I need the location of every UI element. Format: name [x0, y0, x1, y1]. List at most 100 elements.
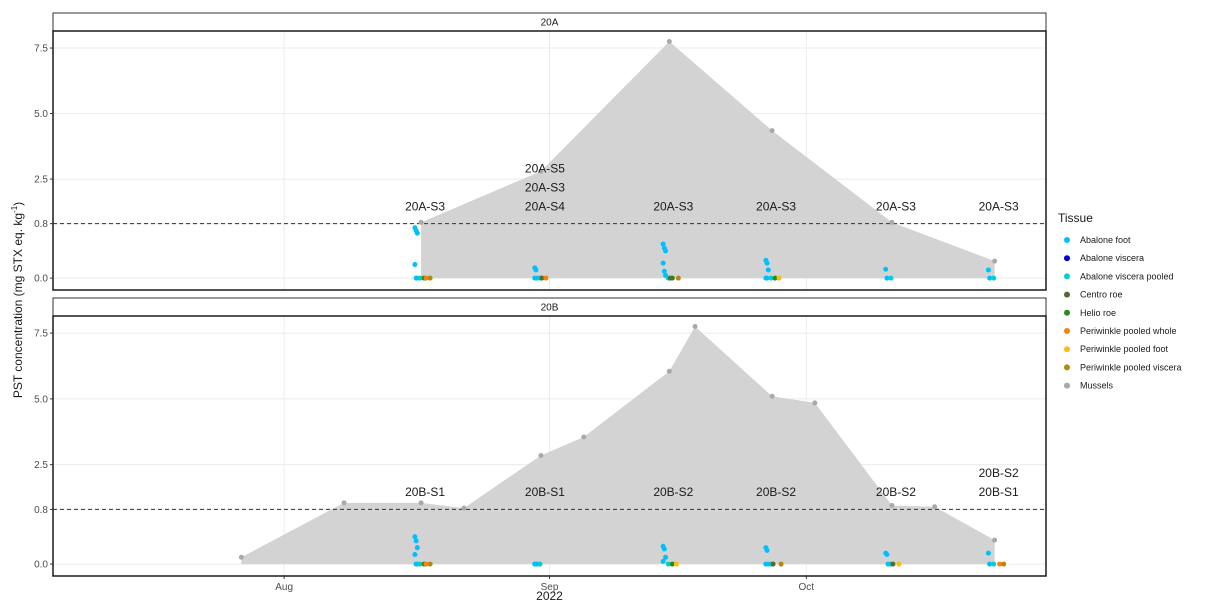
tissue-point [764, 275, 770, 281]
tissue-point [543, 275, 549, 281]
site-label: 20A-S3 [876, 200, 916, 214]
mussels-point [461, 505, 467, 511]
y-axis-title-superscript: -1 [10, 205, 19, 213]
tissue-point [661, 546, 667, 552]
tissue-point [660, 260, 666, 266]
mussels-point [666, 38, 672, 44]
tissue-point [888, 275, 894, 281]
legend-item-label: Abalone viscera [1080, 253, 1144, 263]
y-tick-label: 0.0 [34, 560, 48, 571]
tissue-point [427, 275, 433, 281]
y-axis-title-main: PST concentration (mg STX eq. kg [11, 213, 25, 398]
tissue-point [987, 275, 993, 281]
tissue-point [1001, 561, 1007, 567]
tissue-point [987, 561, 993, 567]
legend-item-label: Abalone foot [1080, 235, 1131, 245]
tissue-point [427, 561, 433, 567]
mussels-point [769, 128, 775, 134]
site-label: 20A-S3 [756, 200, 796, 214]
site-label: 20A-S3 [979, 200, 1019, 214]
tissue-point [997, 561, 1003, 567]
legend-key [1064, 328, 1070, 334]
mussels-area [241, 326, 995, 565]
legend-item-label: Periwinkle pooled viscera [1080, 362, 1182, 372]
legend-key [1064, 255, 1070, 262]
tissue-point [673, 561, 679, 567]
site-label: 20B-S1 [979, 485, 1019, 499]
mussels-point [538, 168, 544, 174]
tissue-point [663, 554, 669, 560]
tissue-point [890, 561, 896, 567]
tissue-point [768, 275, 774, 281]
y-axis-title-end: ) [11, 202, 25, 206]
legend-key [1064, 237, 1070, 243]
site-label: 20B-S2 [653, 485, 693, 499]
mussels-point [418, 219, 424, 225]
site-label: 20A-S4 [525, 200, 565, 214]
facet-strip-label: 20A [541, 18, 559, 29]
tissue-point [417, 275, 423, 281]
tissue-point [991, 561, 997, 567]
panel-border [52, 30, 1047, 291]
tissue-point [412, 534, 418, 540]
tissue-point [423, 275, 429, 281]
site-label: 20B-S2 [876, 485, 916, 499]
y-tick-label: 7.5 [34, 329, 48, 340]
tissue-point [764, 547, 770, 553]
tissue-point [412, 262, 418, 268]
tissue-point [660, 558, 666, 564]
tissue-point [991, 275, 997, 281]
tissue-point [661, 268, 667, 274]
mussels-point [812, 400, 818, 406]
tissue-point [884, 552, 890, 558]
legend: Tissue Abalone foot Abalone viscera Abalone… [1058, 211, 1182, 391]
tissue-point [675, 275, 681, 281]
mussels-point [992, 258, 998, 264]
tissue-point [763, 561, 769, 567]
legend-item-label: Periwinkle pooled foot [1080, 344, 1169, 354]
mussels-point [666, 368, 672, 374]
tissue-point [770, 561, 776, 567]
legend-key [1064, 309, 1070, 316]
site-label: 20A-S3 [653, 200, 693, 214]
site-label: 20B-S1 [525, 485, 565, 499]
tissue-point [764, 260, 770, 266]
tissue-point [667, 275, 673, 281]
legend-key [1064, 273, 1070, 280]
site-label: 20B-S1 [405, 485, 445, 499]
facet-strip-label: 20B [541, 303, 559, 314]
panel-20A: 20A 20A-S3 20A-S5 20A-S3 20A-S4 20A-S3 20A-S3 2… [34, 12, 1047, 291]
y-tick-label: 0.8 [34, 505, 48, 516]
y-tick-label: 5.0 [34, 394, 48, 405]
tissue-point [884, 275, 890, 281]
y-tick-label: 0.0 [34, 274, 48, 285]
mussels-point [889, 219, 895, 225]
tissue-point [669, 561, 675, 567]
legend-item-label: Mussels [1080, 381, 1114, 391]
tissue-point [533, 267, 539, 273]
legend-item-label: Helio roe [1080, 308, 1116, 318]
tissue-point [532, 275, 538, 281]
tissue-point [985, 550, 991, 556]
legend-key [1064, 291, 1070, 298]
y-tick-label: 7.5 [34, 44, 48, 55]
mussels-area [421, 41, 995, 279]
tissue-point [660, 241, 666, 247]
y-tick-label: 2.5 [34, 175, 48, 186]
site-label: 20B-S2 [979, 466, 1019, 480]
legend-key [1064, 382, 1070, 389]
tissue-point [883, 266, 889, 272]
x-tick-label: Aug [275, 582, 293, 593]
y-tick-label: 2.5 [34, 460, 48, 471]
mussels-point [769, 393, 775, 399]
mussels-point [581, 434, 587, 440]
tissue-point [412, 552, 418, 558]
x-tick-label: Oct [799, 582, 815, 593]
legend-item-label: Abalone viscera pooled [1080, 271, 1174, 281]
site-label: 20A-S3 [405, 200, 445, 214]
tissue-point [414, 230, 420, 236]
tissue-point [539, 275, 545, 281]
mussels-point [692, 324, 698, 330]
site-label: 20A-S3 [525, 181, 565, 195]
